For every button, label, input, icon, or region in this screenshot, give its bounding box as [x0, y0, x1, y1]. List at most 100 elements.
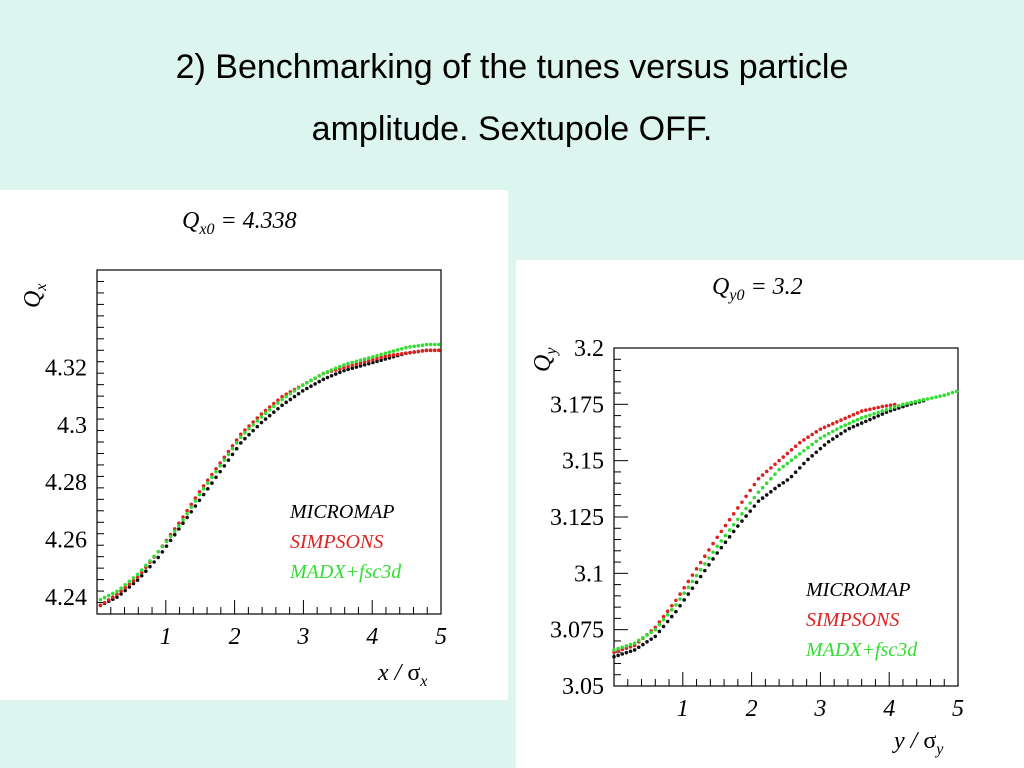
- data-point: [636, 645, 641, 650]
- data-point: [872, 411, 876, 416]
- data-point: [152, 560, 156, 564]
- data-point: [843, 429, 847, 433]
- data-point: [649, 637, 653, 641]
- data-point: [669, 614, 674, 619]
- x-tick-label: 2: [746, 696, 758, 722]
- y-tick-label: 3.15: [562, 449, 604, 475]
- data-point: [760, 473, 765, 477]
- data-point: [864, 414, 868, 419]
- data-point: [276, 406, 280, 411]
- data-point: [358, 364, 363, 368]
- data-point: [756, 490, 761, 495]
- data-point: [404, 351, 408, 356]
- data-point: [839, 425, 843, 429]
- data-point: [814, 450, 819, 455]
- series-madx-fsc3d: [98, 342, 441, 602]
- data-point: [160, 544, 165, 549]
- data-point: [317, 379, 322, 384]
- data-point: [723, 523, 728, 528]
- chart-panel-qy: Qy0 = 3.2 Qy y / σy 1 2 3 4 5 3.05 3.075 3.1 3.1…: [516, 260, 1024, 768]
- data-point: [354, 362, 359, 367]
- data-point: [375, 353, 379, 358]
- data-point: [938, 394, 942, 399]
- data-point: [711, 557, 715, 561]
- data-point: [321, 371, 326, 376]
- data-point: [131, 576, 136, 580]
- data-point: [905, 401, 909, 406]
- data-point: [901, 402, 905, 407]
- data-point: [839, 431, 843, 436]
- data-point: [255, 416, 260, 420]
- data-point: [818, 446, 823, 451]
- data-point: [851, 412, 856, 417]
- data-point: [437, 342, 441, 347]
- data-point: [793, 444, 798, 449]
- data-point: [135, 572, 140, 577]
- data-point: [325, 369, 330, 374]
- data-point: [814, 430, 819, 434]
- data-point: [346, 361, 350, 366]
- data-point: [234, 438, 239, 442]
- data-point: [366, 358, 371, 363]
- data-point: [313, 382, 317, 386]
- data-point: [835, 427, 839, 431]
- data-point: [280, 403, 284, 408]
- y-tick-label: 4.24: [45, 585, 87, 611]
- data-point: [185, 508, 189, 513]
- data-point: [740, 512, 744, 516]
- data-point: [810, 442, 814, 447]
- data-point: [185, 515, 189, 520]
- data-point: [350, 360, 355, 365]
- data-point: [387, 353, 392, 358]
- legend-entry: MICROMAP: [289, 501, 394, 523]
- data-point: [773, 472, 777, 476]
- data-point: [362, 357, 367, 361]
- data-point: [851, 424, 856, 429]
- data-point: [139, 568, 144, 572]
- data-point: [238, 435, 243, 440]
- data-point: [177, 521, 181, 526]
- data-point: [777, 483, 781, 488]
- data-point: [802, 438, 806, 442]
- data-point: [309, 378, 313, 383]
- data-point: [793, 455, 798, 459]
- data-point: [851, 419, 856, 424]
- data-point: [238, 441, 243, 445]
- data-point: [781, 464, 786, 469]
- data-point: [616, 653, 620, 658]
- data-point: [723, 533, 728, 538]
- data-point: [789, 448, 794, 452]
- data-point: [624, 650, 629, 655]
- data-point: [391, 353, 396, 357]
- data-point: [342, 365, 346, 370]
- data-point: [272, 401, 276, 406]
- data-point: [934, 395, 938, 399]
- data-point: [106, 593, 111, 598]
- data-point: [711, 541, 715, 546]
- data-point: [156, 555, 161, 560]
- data-point: [698, 574, 703, 579]
- data-point: [859, 409, 864, 413]
- data-point: [826, 423, 831, 428]
- data-point: [210, 481, 214, 485]
- data-point: [880, 412, 885, 416]
- data-point: [731, 512, 736, 516]
- data-point: [752, 482, 757, 487]
- data-point: [740, 519, 744, 523]
- data-point: [707, 548, 711, 552]
- axis-ticks: 1 2 3 4 5 3.05 3.075 3.1 3.125 3.15 3.175 3.2: [550, 336, 964, 722]
- data-point: [144, 569, 148, 573]
- data-point: [226, 449, 231, 454]
- data-point: [379, 355, 383, 360]
- data-point: [649, 630, 653, 635]
- data-point: [362, 362, 367, 367]
- data-point: [769, 489, 773, 494]
- data-point: [333, 366, 338, 371]
- data-point: [247, 432, 251, 437]
- data-point: [358, 358, 363, 363]
- data-point: [189, 505, 194, 510]
- data-point: [189, 509, 194, 514]
- y-axis-label: Qx: [20, 284, 50, 308]
- data-point: [148, 564, 152, 569]
- data-point: [661, 624, 666, 629]
